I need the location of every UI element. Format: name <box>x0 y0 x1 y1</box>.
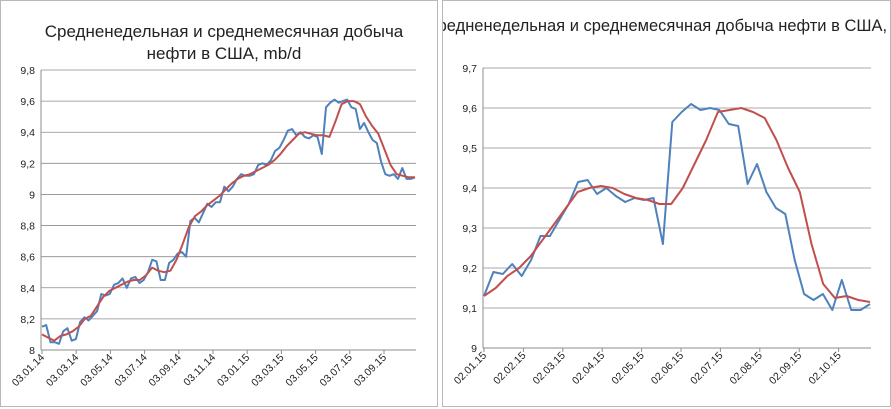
x-tick-label: 03.03.15 <box>249 352 286 389</box>
x-tick-label: 02.01.15 <box>452 350 489 387</box>
y-tick-label: 8,6 <box>20 252 35 264</box>
x-tick-label: 02.07.15 <box>688 350 725 387</box>
y-tick-label: 8,4 <box>20 283 35 295</box>
weekly-series-line <box>483 103 871 311</box>
x-tick-label: 03.01.15 <box>215 352 252 389</box>
x-tick-label: 03.07.15 <box>318 352 355 389</box>
y-tick-label: 9,6 <box>20 96 35 108</box>
x-tick-label: 03.05.14 <box>78 352 115 389</box>
chart-panel-right: Средненедельная и среднемесячная добыча … <box>442 0 891 407</box>
x-tick-label: 02.05.15 <box>609 350 646 387</box>
y-tick-label: 9,4 <box>462 183 477 195</box>
y-tick-label: 9,2 <box>20 158 35 170</box>
x-tick-label: 03.03.14 <box>44 352 81 389</box>
x-tick-label: 03.07.14 <box>112 352 149 389</box>
monthly-series-line <box>41 100 415 342</box>
x-tick-label: 03.09.15 <box>352 352 389 389</box>
y-tick-label: 9,4 <box>20 127 35 139</box>
y-tick-label: 8 <box>29 345 35 357</box>
y-tick-label: 9,3 <box>462 223 477 235</box>
x-tick-label: 03.09.14 <box>147 352 184 389</box>
x-tick-label: 02.02.15 <box>491 350 528 387</box>
chart-title-line: Средненедельная и среднемесячная добыча … <box>443 17 891 35</box>
x-tick-label: 03.05.15 <box>283 352 320 389</box>
x-tick-label: 02.10.15 <box>806 350 843 387</box>
chart-title-line: Средненедельная и среднемесячная добыча <box>45 22 404 41</box>
chart-title-line: нефти в США, mb/d <box>147 44 302 63</box>
y-tick-label: 8,8 <box>20 221 35 233</box>
chart-left: Средненедельная и среднемесячная добыча н… <box>10 22 416 389</box>
y-tick-label: 9,8 <box>20 65 35 77</box>
x-tick-label: 03.01.14 <box>10 352 47 389</box>
chart-right: Средненедельная и среднемесячная добыча … <box>443 17 891 387</box>
x-tick-label: 02.06.15 <box>649 350 686 387</box>
y-tick-label: 9,5 <box>462 143 477 155</box>
y-tick-label: 9,2 <box>462 263 477 275</box>
monthly-series-line <box>483 107 871 303</box>
x-tick-label: 02.09.15 <box>767 350 804 387</box>
weekly-series-line <box>41 98 416 345</box>
y-tick-label: 9,7 <box>462 63 477 75</box>
x-tick-label: 02.03.15 <box>531 350 568 387</box>
y-tick-label: 9,6 <box>462 103 477 115</box>
y-tick-label: 9 <box>29 189 35 201</box>
y-tick-label: 9 <box>471 343 477 355</box>
x-tick-label: 02.08.15 <box>728 350 765 387</box>
chart-panel-left: Средненедельная и среднемесячная добыча н… <box>0 0 438 407</box>
y-tick-label: 9,1 <box>462 303 477 315</box>
y-tick-label: 8,2 <box>20 314 35 326</box>
x-tick-label: 02.04.15 <box>570 350 607 387</box>
x-tick-label: 03.11.14 <box>181 352 218 389</box>
